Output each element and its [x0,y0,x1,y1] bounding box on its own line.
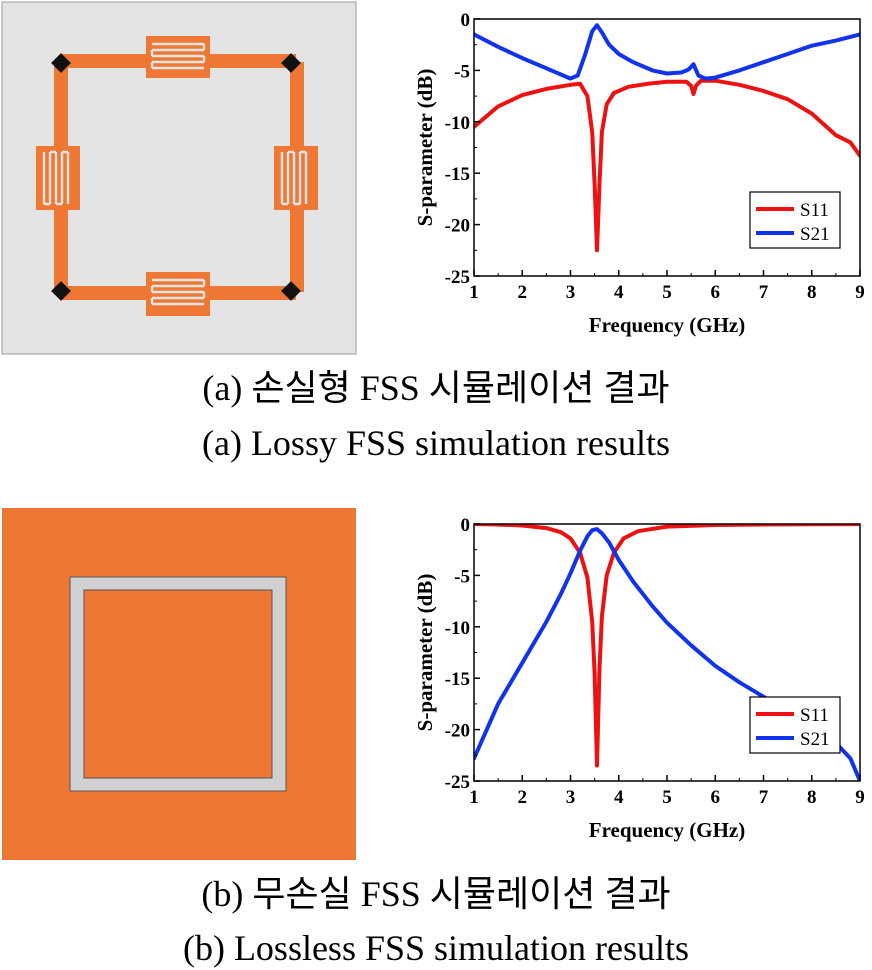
y-axis-label: S-parameter (dB) [413,574,437,732]
x-tick-label: 7 [759,787,769,808]
y-tick-label: -15 [445,669,470,690]
x-tick-label: 6 [711,282,721,303]
resistor-bottom-right [281,281,301,301]
y-tick-label: -10 [445,113,470,134]
x-axis-label: Frequency (GHz) [589,818,746,842]
y-axis-label: S-parameter (dB) [413,69,437,227]
x-tick-label: 1 [469,282,479,303]
lossy-fss-unit-cell [1,1,357,355]
y-tick-label: -15 [445,164,470,185]
lossy-resistors [51,53,301,301]
x-tick-label: 3 [566,282,576,303]
y-tick-label: -25 [445,267,470,288]
x-tick-label: 7 [759,282,769,303]
interdigital-capacitor-bottom [146,272,210,316]
x-tick-label: 6 [711,787,721,808]
legend-label-s11: S11 [800,705,829,726]
caption-b-english: (b) Lossless FSS simulation results [182,928,690,968]
series-line-s21 [474,23,860,81]
x-tick-label: 4 [614,282,624,303]
interdigital-capacitor-right [274,146,318,210]
x-tick-label: 2 [518,282,528,303]
chart-lossy-s-parameters: 1 2 3 4 5 6 7 8 9 0 -5 -10 -15 -20 -25 Frequency (GHz) S… [413,10,865,337]
series-line-s11 [474,524,860,768]
y-tick-label: -10 [445,618,470,639]
x-tick-label: 2 [518,787,528,808]
y-tick-label: -20 [445,721,470,742]
resistor-bottom-left [51,281,71,301]
x-tick-label: 5 [662,787,672,808]
lossless-fss-unit-cell [2,508,356,860]
chart-lossless-s-parameters: 1 2 3 4 5 6 7 8 9 0 -5 -10 -15 -20 -25 Frequency (GHz) S… [413,515,865,842]
legend-label-s11: S11 [800,200,829,221]
y-tick-label: -25 [445,772,470,793]
x-tick-label: 9 [855,282,865,303]
legend-label-s21: S21 [800,729,830,750]
inner-copper-patch [83,589,273,779]
x-axis-label: Frequency (GHz) [589,313,746,337]
x-tick-label: 4 [614,787,624,808]
resistor-top-right [281,53,301,73]
series-line-s11 [474,78,860,253]
caption-a-english: (a) Lossy FSS simulation results [201,423,671,463]
x-tick-label: 8 [807,787,817,808]
x-tick-label: 9 [855,787,865,808]
y-tick-label: -20 [445,216,470,237]
x-tick-label: 3 [566,787,576,808]
y-tick-label: -5 [454,61,470,82]
y-tick-label: 0 [461,515,471,536]
legend-box [749,696,841,754]
x-tick-label: 1 [469,787,479,808]
legend-box [749,191,841,249]
x-tick-label: 5 [662,282,672,303]
x-tick-label: 8 [807,282,817,303]
y-tick-label: 0 [461,10,471,31]
caption-a-korean: (a) 손실형 FSS 시뮬레이션 결과 [202,368,670,408]
interdigital-capacitor-top [146,36,210,78]
interdigital-capacitor-left [36,146,80,210]
caption-b-korean: (b) 무손실 FSS 시뮬레이션 결과 [201,874,671,914]
legend-label-s21: S21 [800,224,830,245]
y-tick-label: -5 [454,566,470,587]
